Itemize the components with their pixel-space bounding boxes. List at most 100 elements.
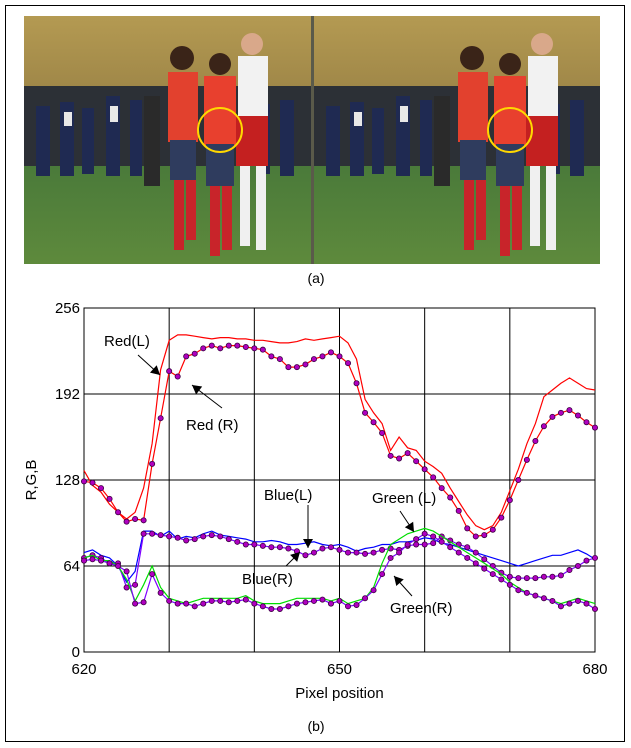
data-point-blue-r xyxy=(234,538,241,545)
data-point-green-r xyxy=(438,538,445,545)
data-point-green-r xyxy=(413,536,420,543)
data-point-red-r xyxy=(132,515,139,522)
data-point-green-r xyxy=(89,556,96,563)
data-point-green-r xyxy=(98,557,105,564)
data-point-blue-r xyxy=(430,540,437,547)
x-tick-label: 620 xyxy=(71,661,96,678)
data-point-red-r xyxy=(574,412,581,419)
data-point-blue-r xyxy=(549,573,556,580)
data-point-red-r xyxy=(336,353,343,360)
data-point-green-r xyxy=(464,554,471,561)
data-point-red-r xyxy=(217,345,224,352)
data-point-green-r xyxy=(217,597,224,604)
data-point-green-r xyxy=(106,560,113,567)
data-point-green-r xyxy=(574,597,581,604)
data-point-blue-r xyxy=(123,584,130,591)
data-point-red-r xyxy=(183,353,190,360)
data-point-green-r xyxy=(557,603,564,610)
data-point-blue-r xyxy=(149,530,156,537)
y-tick-label: 128 xyxy=(55,472,80,489)
data-point-blue-r xyxy=(183,537,190,544)
data-point-red-r xyxy=(404,450,411,457)
data-point-green-r xyxy=(455,549,462,556)
data-point-green-r xyxy=(481,565,488,572)
y-tick-label: 64 xyxy=(63,558,80,575)
data-point-green-r xyxy=(157,589,164,596)
data-point-green-r xyxy=(549,597,556,604)
data-point-blue-r xyxy=(506,573,513,580)
data-point-green-r xyxy=(489,571,496,578)
stereo-photo-pair xyxy=(24,16,600,264)
annotation-arrowhead-green-r xyxy=(394,576,404,587)
data-point-red-r xyxy=(149,460,156,467)
data-point-green-r xyxy=(276,606,283,613)
data-point-blue-r xyxy=(268,544,275,551)
data-point-blue-r xyxy=(217,533,224,540)
data-point-red-r xyxy=(566,407,573,414)
data-point-green-r xyxy=(259,603,266,610)
data-point-blue-r xyxy=(345,549,352,556)
annotation-label-red-l: Red(L) xyxy=(104,333,150,350)
data-point-green-r xyxy=(345,603,352,610)
data-point-red-r xyxy=(370,419,377,426)
data-point-blue-r xyxy=(276,544,283,551)
data-point-blue-r xyxy=(157,532,164,539)
data-point-red-r xyxy=(310,356,317,363)
figure-frame xyxy=(5,5,625,742)
data-point-green-r xyxy=(242,596,249,603)
data-point-green-r xyxy=(566,600,573,607)
annotation-arrowhead-blue-l xyxy=(303,539,313,548)
data-point-blue-r xyxy=(242,541,249,548)
annotation-arrowhead-red-r xyxy=(192,385,203,395)
data-point-green-r xyxy=(123,568,130,575)
data-point-red-r xyxy=(319,353,326,360)
data-point-red-r xyxy=(106,495,113,502)
data-point-green-r xyxy=(191,603,198,610)
data-point-blue-r xyxy=(225,536,232,543)
caption-b: (b) xyxy=(307,718,325,734)
data-point-green-r xyxy=(421,530,428,537)
data-point-blue-r xyxy=(481,556,488,563)
data-point-green-r xyxy=(379,571,386,578)
data-point-blue-r xyxy=(557,572,564,579)
y-tick-label: 0 xyxy=(72,644,80,661)
data-point-green-r xyxy=(268,606,275,613)
data-point-red-r xyxy=(421,466,428,473)
x-tick-label: 650 xyxy=(327,661,352,678)
data-point-red-r xyxy=(140,517,147,524)
data-point-blue-r xyxy=(208,532,215,539)
data-point-blue-r xyxy=(574,563,581,570)
data-point-green-r xyxy=(532,592,539,599)
data-point-red-r xyxy=(200,345,207,352)
data-point-blue-r xyxy=(191,536,198,543)
data-point-red-r xyxy=(523,456,530,463)
data-point-red-r xyxy=(174,373,181,380)
data-point-red-r xyxy=(89,479,96,486)
data-point-green-r xyxy=(251,600,258,607)
data-point-red-r xyxy=(557,409,564,416)
data-point-green-r xyxy=(370,587,377,594)
data-point-red-r xyxy=(327,349,334,356)
data-point-red-r xyxy=(302,361,309,368)
data-point-green-r xyxy=(540,595,547,602)
data-point-blue-r xyxy=(132,581,139,588)
series-line-blue-l xyxy=(83,530,596,584)
data-point-blue-r xyxy=(327,544,334,551)
data-point-red-r xyxy=(345,360,352,367)
data-point-green-r xyxy=(183,600,190,607)
data-point-green-r xyxy=(208,597,215,604)
data-point-green-r xyxy=(498,576,505,583)
data-point-green-r xyxy=(115,563,122,570)
annotation-arrowhead-green-l xyxy=(404,521,414,532)
data-point-blue-r xyxy=(174,534,181,541)
annotation-label-blue-r: Blue(R) xyxy=(242,571,293,588)
data-point-red-r xyxy=(98,485,105,492)
data-point-blue-r xyxy=(566,567,573,574)
data-point-red-r xyxy=(166,368,173,375)
data-point-green-r xyxy=(200,600,207,607)
annotation-label-red-r: Red (R) xyxy=(186,417,239,434)
data-point-green-r xyxy=(302,599,309,606)
y-tick-label: 192 xyxy=(55,386,80,403)
data-point-red-r xyxy=(81,478,88,485)
